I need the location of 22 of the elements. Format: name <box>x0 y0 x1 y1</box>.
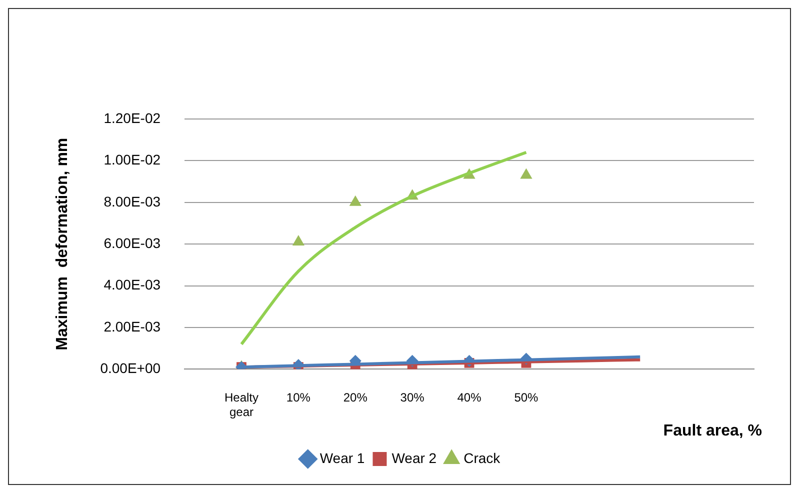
y-tick-label: 1.00E-02 <box>104 152 161 168</box>
y-tick-label: 2.00E-03 <box>104 318 161 334</box>
x-axis-title: Fault area, % <box>663 422 762 440</box>
x-tick-label: 30% <box>400 390 425 405</box>
x-tick-label: Healty gear <box>224 390 258 420</box>
y-tick-label: 4.00E-03 <box>104 276 161 293</box>
point <box>520 168 532 179</box>
y-tick-label: 8.00E-03 <box>104 193 161 210</box>
legend-label: Wear 2 <box>392 450 437 466</box>
x-tick-label: 10% <box>286 390 311 405</box>
y-tick-label: 1.20E-02 <box>104 110 161 126</box>
line-series <box>240 150 528 346</box>
legend-label: Crack <box>464 450 502 466</box>
x-tick-label: 40% <box>457 390 482 405</box>
x-tick-label: 20% <box>343 390 368 405</box>
y-tick-label: 0.00E+00 <box>100 360 161 376</box>
x-tick-label: 50% <box>514 390 539 405</box>
point <box>349 195 362 206</box>
point <box>292 235 304 246</box>
y-tick-label: 6.00E-03 <box>104 234 161 251</box>
y-axis-title: Maximum deformation, mm <box>54 138 72 350</box>
legend-label: Wear 1 <box>320 450 365 466</box>
